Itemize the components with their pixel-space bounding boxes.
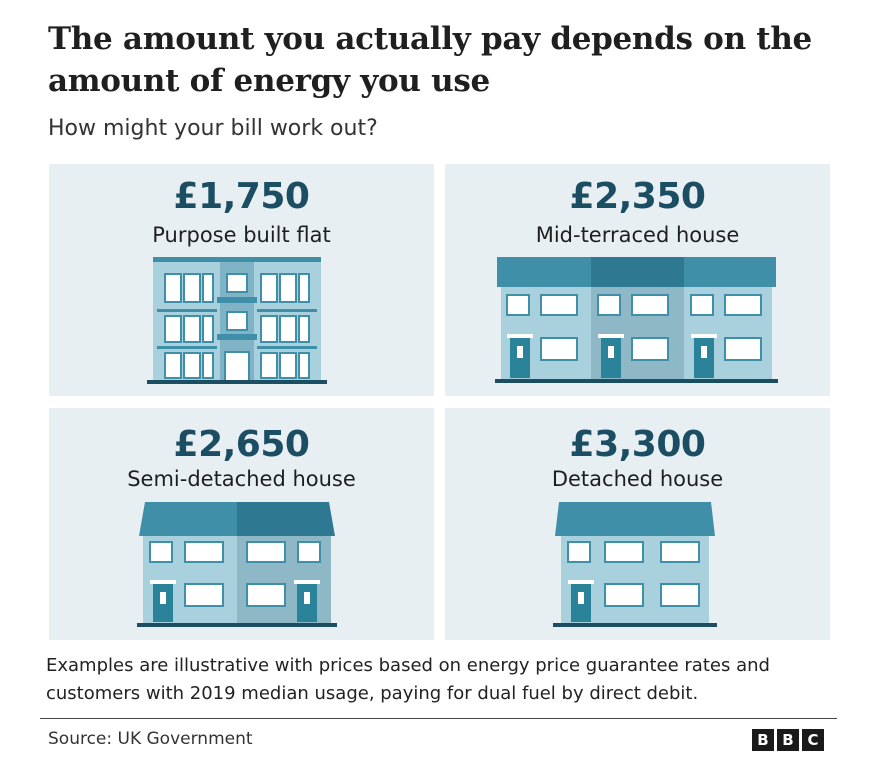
divider <box>40 718 837 719</box>
price-value: £1,750 <box>173 176 310 217</box>
logo-letter: B <box>752 729 774 751</box>
property-label: Purpose built flat <box>152 223 331 247</box>
bbc-logo: B B C <box>752 729 824 751</box>
page-subtitle: How might your bill work out? <box>48 116 378 141</box>
semi-detached-house-icon <box>137 502 337 627</box>
source-text: Source: UK Government <box>48 729 253 749</box>
price-value: £3,300 <box>569 424 706 465</box>
logo-letter: B <box>777 729 799 751</box>
footnote: Examples are illustrative with prices ba… <box>46 655 770 704</box>
card-detached-house: £3,300 Detached house <box>445 408 830 640</box>
card-semi-detached-house: £2,650 Semi-detached house <box>49 408 434 640</box>
card-purpose-built-flat: £1,750 Purpose built flat <box>49 164 434 396</box>
detached-house-icon <box>553 502 717 627</box>
flat-building-icon <box>147 257 327 384</box>
property-label: Semi-detached house <box>127 467 356 491</box>
property-label: Mid-terraced house <box>535 223 740 247</box>
price-value: £2,650 <box>173 424 310 465</box>
property-label: Detached house <box>551 467 724 491</box>
terraced-house-icon <box>495 257 778 383</box>
logo-letter: C <box>802 729 824 751</box>
card-mid-terraced-house: £2,350 Mid-terraced house <box>445 164 830 396</box>
price-value: £2,350 <box>569 176 706 217</box>
page-title: The amount you actually pay depends on t… <box>48 21 812 99</box>
